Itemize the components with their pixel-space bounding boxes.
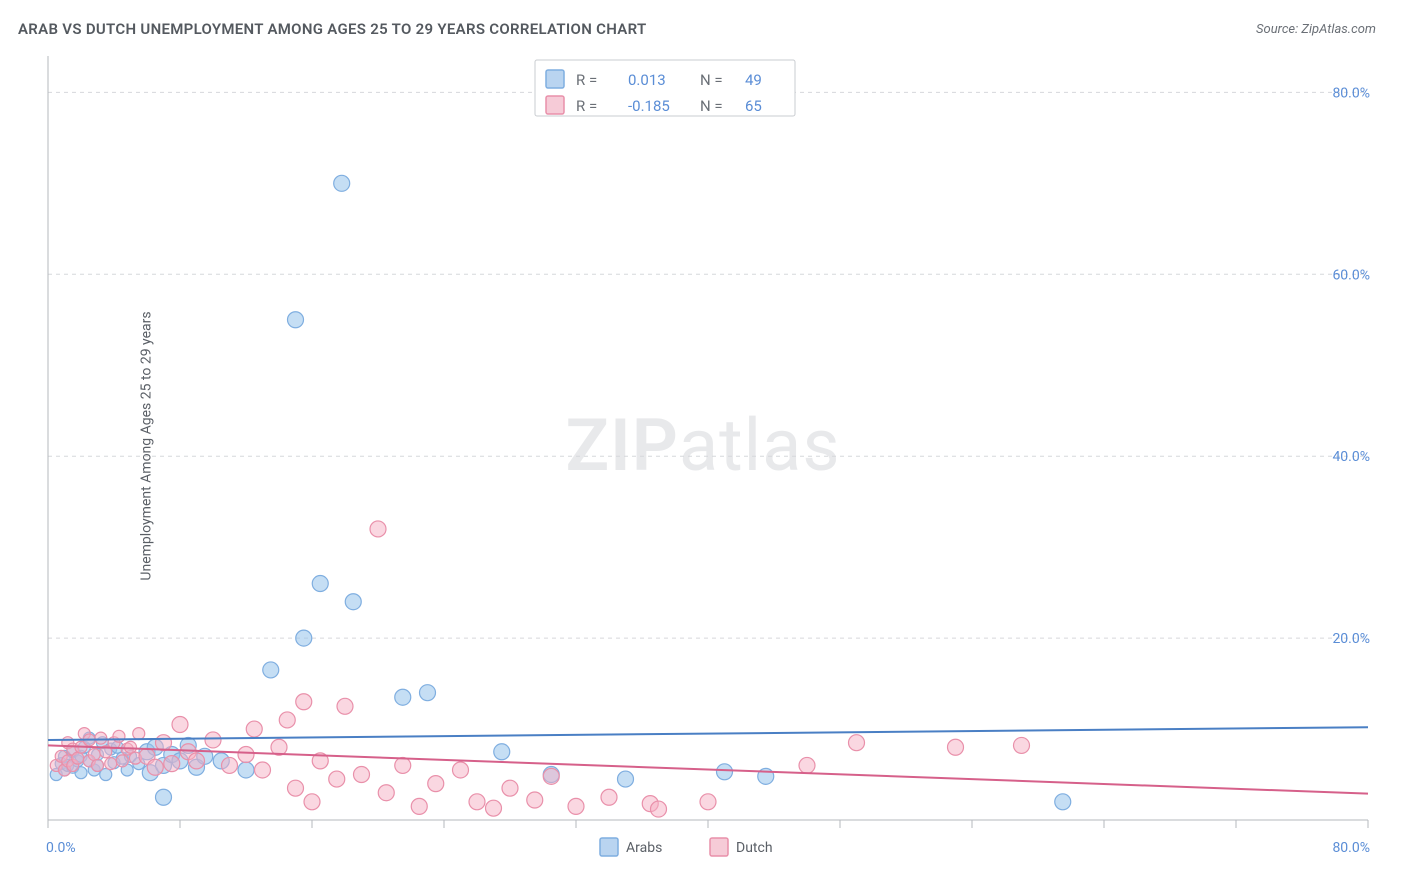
legend-n-label: N = (700, 71, 723, 89)
data-point (329, 771, 345, 787)
data-point (601, 789, 617, 805)
legend-stats: R = 0.013 N = 49 R = -0.185 N = 65 (535, 60, 795, 116)
data-point (189, 753, 205, 769)
data-point (486, 800, 502, 816)
legend-swatch (710, 838, 728, 856)
data-point (420, 685, 436, 701)
data-point (395, 689, 411, 705)
data-point (113, 730, 125, 742)
data-point (395, 757, 411, 773)
legend-series-label: Arabs (626, 840, 662, 856)
data-point (238, 747, 254, 763)
data-point (288, 312, 304, 328)
data-point (700, 794, 716, 810)
data-point (88, 749, 100, 761)
y-tick-label: 40.0% (1332, 449, 1370, 465)
data-point (156, 735, 172, 751)
y-tick-label: 60.0% (1332, 267, 1370, 283)
legend-n-label: N = (700, 97, 723, 115)
data-point (1014, 737, 1030, 753)
data-point (246, 721, 262, 737)
data-point (288, 780, 304, 796)
data-point (799, 757, 815, 773)
legend-r-label: R = (576, 71, 597, 89)
data-points (50, 175, 1071, 817)
data-point (618, 771, 634, 787)
data-point (164, 756, 180, 772)
data-point (279, 712, 295, 728)
data-point (378, 785, 394, 801)
data-point (263, 662, 279, 678)
data-point (370, 521, 386, 537)
data-point (453, 762, 469, 778)
legend-n-value: 49 (745, 71, 762, 89)
data-point (1055, 794, 1071, 810)
data-point (469, 794, 485, 810)
y-tick-label: 80.0% (1332, 85, 1370, 101)
data-point (717, 764, 733, 780)
data-point (255, 762, 271, 778)
data-point (502, 780, 518, 796)
legend-swatch (600, 838, 618, 856)
data-point (156, 789, 172, 805)
data-point (651, 801, 667, 817)
legend-swatch (546, 70, 564, 88)
legend-r-label: R = (576, 97, 597, 115)
data-point (334, 175, 350, 191)
data-point (133, 728, 145, 740)
x-axis-min-label: 0.0% (46, 840, 76, 856)
data-point (428, 776, 444, 792)
data-point (172, 717, 188, 733)
data-point (948, 739, 964, 755)
legend-n-value: 65 (745, 97, 762, 115)
data-point (494, 744, 510, 760)
data-point (222, 757, 238, 773)
data-point (95, 732, 107, 744)
gridlines (48, 92, 1368, 638)
data-point (345, 594, 361, 610)
data-point (125, 741, 137, 753)
y-tick-label: 20.0% (1332, 631, 1370, 647)
legend-series-label: Dutch (736, 840, 773, 856)
data-point (116, 755, 128, 767)
data-point (354, 767, 370, 783)
data-point (527, 792, 543, 808)
data-point (296, 694, 312, 710)
data-point (849, 735, 865, 751)
x-axis-max-label: 80.0% (1332, 840, 1370, 856)
legend-swatch (546, 96, 564, 114)
legend-r-value: -0.185 (628, 97, 670, 115)
data-point (296, 630, 312, 646)
data-point (205, 732, 221, 748)
legend-r-value: 0.013 (628, 71, 666, 89)
data-point (543, 768, 559, 784)
data-point (411, 798, 427, 814)
data-point (105, 758, 117, 770)
data-point (568, 798, 584, 814)
data-point (238, 762, 254, 778)
correlation-chart: ZIPatlas 0.0% 80.0% 20.0% 40.0% 60.0% 80.0% R… (0, 0, 1406, 892)
data-point (92, 759, 104, 771)
legend-series: Arabs Dutch (600, 838, 773, 856)
data-point (72, 752, 84, 764)
data-point (147, 759, 163, 775)
watermark: ZIPatlas (565, 403, 840, 488)
data-point (304, 794, 320, 810)
data-point (312, 576, 328, 592)
data-point (337, 698, 353, 714)
